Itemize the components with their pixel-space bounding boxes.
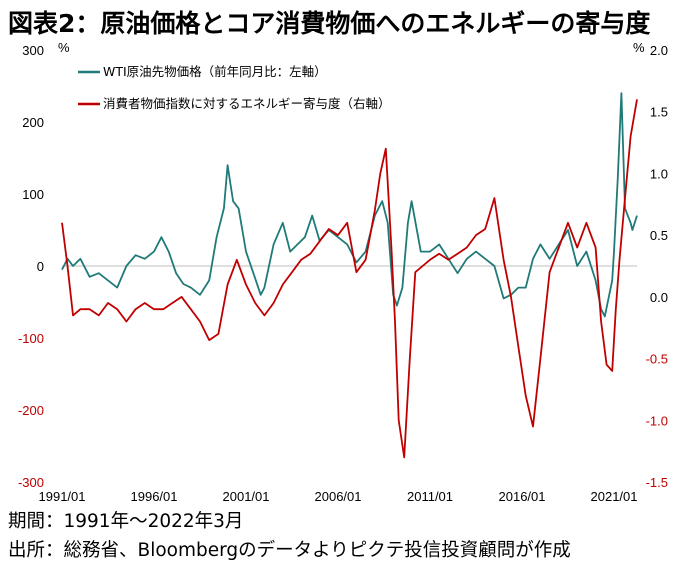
x-tick-label: 2021/01 [591,489,638,504]
legend: WTI原油先物価格（前年同月比：左軸） 消費者物価指数に対するエネルギー寄与度（右… [78,64,391,111]
right-tick-label: -1.5 [646,475,668,490]
source-note: 出所：総務省、Bloombergのデータよりピクテ投信投資顧問が作成 [8,540,571,561]
x-tick-label: 2006/01 [315,489,362,504]
right-tick-label: 0.5 [650,228,668,243]
legend-label: WTI原油先物価格（前年同月比：左軸） [103,64,327,79]
left-axis: 300 200 100 0 -100 -200 -300 [18,43,44,490]
left-axis-unit: % [58,40,70,55]
x-tick-label: 1996/01 [131,489,178,504]
right-tick-label: 1.0 [650,166,668,181]
x-tick-label: 2016/01 [499,489,546,504]
right-tick-label: 1.5 [650,105,668,120]
left-tick-label: 100 [22,187,44,202]
x-tick-label: 2011/01 [407,489,453,504]
x-axis: 1991/01 1996/01 2001/01 2006/01 2011/01 2016/… [39,489,638,504]
right-tick-label: -0.5 [646,352,668,367]
right-tick-label: -1.0 [646,413,668,428]
left-tick-label: -200 [18,403,44,418]
x-tick-label: 1991/01 [39,489,86,504]
left-tick-label: 0 [37,259,44,274]
left-tick-label: 200 [22,115,44,130]
wti-series-line [61,92,638,318]
chart-title: 図表2：原油価格とコア消費物価へのエネルギーの寄与度 [8,9,651,38]
x-tick-label: 2001/01 [223,489,270,504]
right-tick-label: 2.0 [650,43,668,58]
right-axis-unit: % [633,40,645,55]
energy-contribution-series-line [61,99,638,459]
left-tick-label: 300 [22,43,44,58]
right-tick-label: 0.0 [650,290,668,305]
legend-label: 消費者物価指数に対するエネルギー寄与度（右軸） [103,96,391,111]
left-tick-label: -300 [18,475,44,490]
left-tick-label: -100 [18,331,44,346]
right-axis: 2.0 1.5 1.0 0.5 0.0 -0.5 -1.0 -1.5 [646,43,668,490]
series-lines [61,92,638,459]
period-note: 期間：1991年～2022年3月 [8,511,244,532]
